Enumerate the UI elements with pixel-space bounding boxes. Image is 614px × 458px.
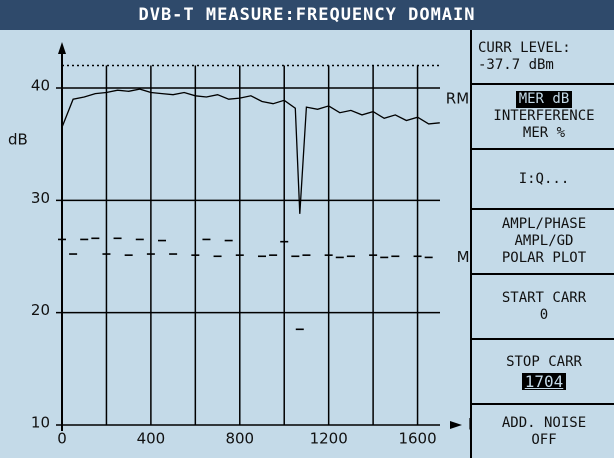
chart: kdB10203040040080012001600RMSMIN bbox=[8, 42, 470, 448]
x-tick-label: 1200 bbox=[310, 430, 348, 448]
min-dot bbox=[80, 238, 89, 241]
min-dot bbox=[335, 256, 344, 259]
x-tick-label: 400 bbox=[137, 430, 166, 448]
menu-text: STOP CARR bbox=[506, 353, 582, 370]
header: DVB-T MEASURE:FREQUENCY DOMAIN bbox=[0, 0, 614, 30]
min-dot bbox=[324, 254, 333, 256]
min-dot bbox=[380, 256, 389, 259]
curr-value: -37.7 dBm bbox=[478, 56, 554, 73]
min-dot bbox=[346, 255, 355, 258]
min-dot bbox=[191, 254, 200, 256]
menu-text: AMPL/GD bbox=[514, 233, 574, 249]
menu-text: POLAR PLOT bbox=[501, 250, 587, 266]
min-dot bbox=[280, 240, 289, 243]
min-dot bbox=[413, 255, 422, 258]
min-dot bbox=[58, 238, 66, 241]
menu-button[interactable]: MER dB INTERFERENCE MER % bbox=[472, 83, 614, 148]
min-dot bbox=[102, 253, 111, 255]
x-tick-label: 0 bbox=[57, 430, 67, 448]
menu-button[interactable]: ADD. NOISE OFF bbox=[472, 403, 614, 458]
x-arrow bbox=[450, 421, 462, 429]
min-dot bbox=[302, 254, 311, 256]
min-dot bbox=[135, 238, 144, 241]
menu-text: 1704 bbox=[521, 372, 567, 390]
x-label: k bbox=[468, 416, 470, 434]
min-dot bbox=[213, 255, 222, 258]
series-label: MIN bbox=[457, 248, 470, 266]
min-dot bbox=[424, 256, 433, 259]
min-dot bbox=[235, 254, 244, 256]
min-dot bbox=[146, 253, 155, 255]
min-dot bbox=[69, 253, 78, 255]
min-dot bbox=[269, 254, 278, 256]
min-dot bbox=[158, 239, 166, 242]
x-tick-label: 1600 bbox=[398, 430, 436, 448]
y-arrow bbox=[58, 42, 66, 54]
menu-text: OFF bbox=[531, 431, 557, 448]
min-dot bbox=[91, 237, 100, 240]
menu-text: ADD. NOISE bbox=[501, 414, 587, 431]
min-dot bbox=[113, 237, 122, 240]
menu-text: I:Q... bbox=[518, 170, 570, 187]
menu-button[interactable]: AMPL/PHASE AMPL/GD POLAR PLOT bbox=[472, 208, 614, 273]
menu-text: MER dB bbox=[515, 91, 573, 108]
min-dot bbox=[391, 255, 400, 258]
y-label: dB bbox=[8, 131, 28, 149]
menu-text: START CARR bbox=[501, 289, 587, 306]
min-dot bbox=[169, 253, 178, 255]
x-tick-label: 800 bbox=[225, 430, 254, 448]
y-tick-label: 40 bbox=[31, 76, 50, 94]
side-panel: CURR LEVEL: -37.7 dBm MER dB INTERFERENCE… bbox=[470, 30, 614, 458]
menu-text: AMPL/PHASE bbox=[501, 216, 587, 232]
min-dot bbox=[258, 255, 266, 258]
menu-text: INTERFERENCE bbox=[493, 108, 595, 124]
series-label: RMS bbox=[446, 89, 470, 107]
y-tick-label: 10 bbox=[31, 414, 50, 432]
curr-level: CURR LEVEL: -37.7 dBm bbox=[472, 30, 614, 83]
min-dot bbox=[202, 238, 211, 241]
menu-button[interactable]: I:Q... bbox=[472, 148, 614, 208]
menu-text: 0 bbox=[539, 306, 549, 323]
menu-button[interactable]: START CARR 0 bbox=[472, 273, 614, 338]
min-dot bbox=[291, 255, 300, 258]
min-dot bbox=[224, 239, 233, 242]
y-tick-label: 30 bbox=[31, 189, 50, 207]
min-dot bbox=[295, 328, 304, 331]
min-dot bbox=[124, 254, 133, 256]
menu-text: MER % bbox=[522, 125, 566, 141]
rms-line bbox=[61, 88, 440, 214]
min-dot bbox=[369, 254, 378, 256]
menu-button[interactable]: STOP CARR 1704 bbox=[472, 338, 614, 403]
y-tick-label: 20 bbox=[31, 301, 50, 319]
curr-label: CURR LEVEL: bbox=[478, 39, 571, 56]
